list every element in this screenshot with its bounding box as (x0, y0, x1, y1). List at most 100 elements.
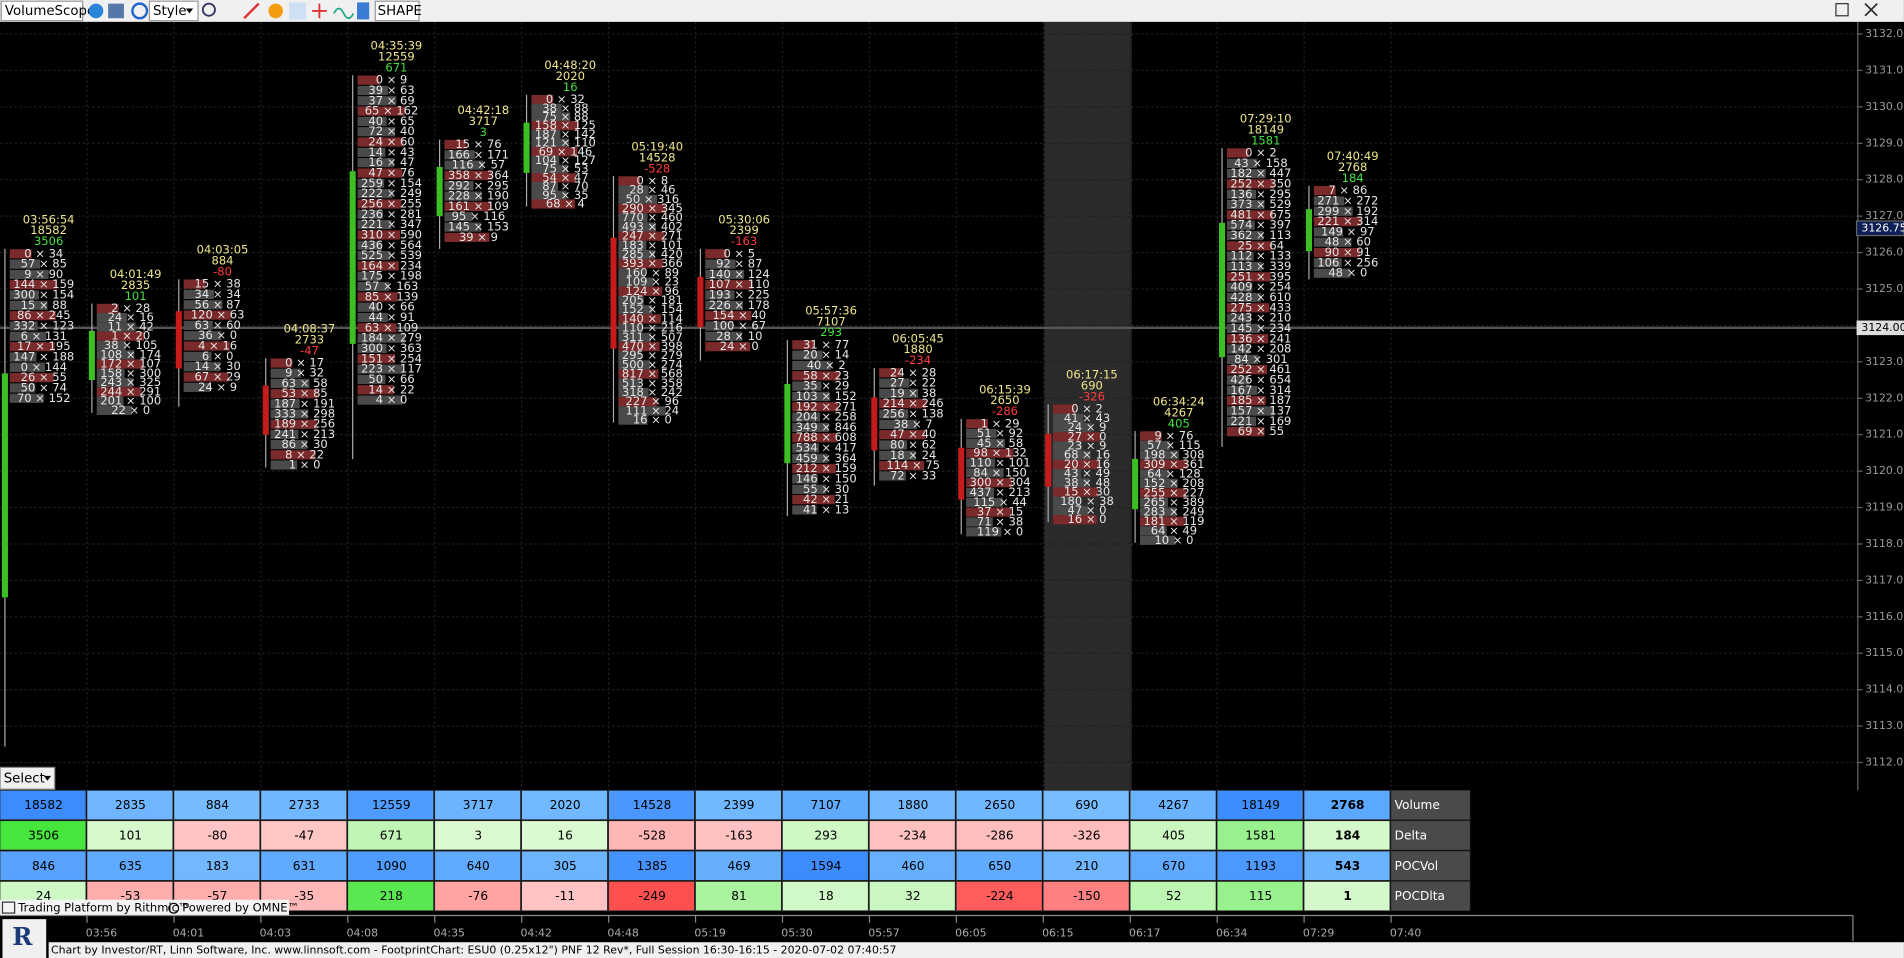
cell-bg (618, 406, 666, 416)
cell: 192 × 271 (796, 399, 857, 413)
cell: 75 × 88 (542, 109, 588, 123)
cell-bg (1139, 516, 1185, 526)
shape-label[interactable]: SHAPE (378, 4, 422, 19)
style-dropdown[interactable] (148, 0, 199, 22)
icon[interactable] (243, 2, 260, 20)
bar-time: 03:56:54 (23, 212, 75, 226)
time-label: 05:19 (694, 927, 725, 940)
cell-bg (531, 190, 567, 200)
icon[interactable] (268, 3, 283, 19)
cell-bg (96, 303, 119, 314)
cell: 513 × 358 (622, 376, 683, 390)
app-name[interactable]: VolumeScope (5, 4, 95, 19)
cell-bg (1226, 365, 1267, 375)
shape-button[interactable] (374, 0, 420, 22)
select-label[interactable]: Select (4, 771, 45, 786)
cell-bg (357, 230, 401, 240)
dropdown-arrow (43, 775, 52, 781)
table-value: -35 (294, 889, 314, 903)
table-cell (956, 820, 1043, 851)
cell-bg (96, 331, 145, 341)
cell-bg (357, 333, 405, 343)
cell: 84 × 301 (1234, 352, 1288, 366)
cell-bg (444, 150, 475, 160)
cell-bg (618, 268, 646, 278)
cell-bg (9, 280, 58, 290)
close-button[interactable] (1864, 2, 1878, 17)
cell: 24 × 0 (720, 339, 759, 353)
branding-omne: Powered by OMNE™ (182, 901, 299, 915)
cell: 9 × 76 (1154, 428, 1193, 442)
icon[interactable] (357, 2, 370, 20)
table-value: 2399 (724, 798, 755, 812)
cell: 9 × 32 (285, 366, 324, 380)
cell-bg (9, 311, 56, 321)
cell: 11 × 42 (108, 319, 154, 333)
bar-delta: -47 (300, 343, 319, 357)
table-value: 218 (380, 889, 403, 903)
icon[interactable] (312, 3, 327, 19)
cell-bg (96, 396, 124, 406)
cell: 428 × 610 (1230, 290, 1291, 304)
cell: 181 × 119 (1143, 514, 1204, 528)
cell-bg (1226, 344, 1250, 354)
select-dropdown[interactable] (0, 766, 56, 790)
cell: 437 × 213 (970, 485, 1031, 499)
cell-bg (879, 388, 919, 399)
table-cell (608, 790, 695, 820)
icon[interactable] (333, 7, 355, 20)
icon[interactable] (88, 3, 104, 19)
icon[interactable] (201, 2, 216, 17)
cell-bg (357, 137, 404, 147)
icon[interactable] (289, 2, 307, 20)
icon[interactable] (108, 3, 124, 19)
cell-bg (618, 305, 653, 315)
cell: 481 × 675 (1230, 207, 1291, 221)
cell: 0 × 2 (1245, 145, 1277, 159)
cell: 160 × 89 (626, 265, 680, 279)
cell-bg (183, 362, 221, 372)
style-label[interactable]: Style (153, 4, 187, 19)
cell: 493 × 402 (622, 219, 683, 233)
cell: 158 × 125 (535, 118, 596, 132)
cell-bg (270, 368, 301, 378)
cell-bg (357, 85, 388, 96)
price-label: 3114.00 (1865, 683, 1904, 696)
cell: 106 × 256 (1317, 255, 1378, 269)
price-label: 3131.00 (1865, 63, 1904, 76)
restore-button[interactable] (1835, 3, 1849, 17)
cell: 6 × 131 (21, 329, 67, 343)
cell-bg (1226, 241, 1272, 251)
table-cell (782, 790, 869, 820)
cell-bg (1226, 303, 1270, 313)
icon[interactable] (131, 2, 149, 20)
table-cell (1303, 850, 1391, 881)
table-value: 1581 (1245, 828, 1276, 842)
cell-bg (444, 222, 481, 232)
cell-bg (1226, 282, 1253, 292)
app-button[interactable] (0, 0, 84, 22)
table-cell (521, 881, 608, 911)
table-cell (695, 881, 782, 911)
cell: 48 × 60 (1325, 235, 1371, 249)
table-cell (521, 820, 608, 851)
cell-bg (1053, 505, 1089, 516)
table-value: 18149 (1241, 798, 1280, 812)
cell-bg (966, 487, 995, 498)
cell: 56 × 87 (195, 297, 241, 311)
cell: 198 × 308 (1143, 447, 1204, 461)
table-cell (1303, 820, 1391, 851)
cell: 35 × 29 (803, 379, 849, 393)
bar-delta: 1581 (1251, 133, 1280, 147)
cell: 20 × 16 (1064, 457, 1110, 471)
time-label: 04:48 (607, 927, 638, 940)
cell: 0 × 144 (21, 360, 67, 374)
bar-time: 06:05:45 (892, 331, 944, 345)
cell-bg (1226, 292, 1261, 303)
cell: 1 × 0 (289, 458, 321, 472)
bar-volume: 884 (212, 254, 234, 268)
cell: 283 × 249 (1143, 504, 1204, 518)
cell-bg (705, 290, 735, 300)
bar-time: 04:08:37 (284, 322, 336, 336)
